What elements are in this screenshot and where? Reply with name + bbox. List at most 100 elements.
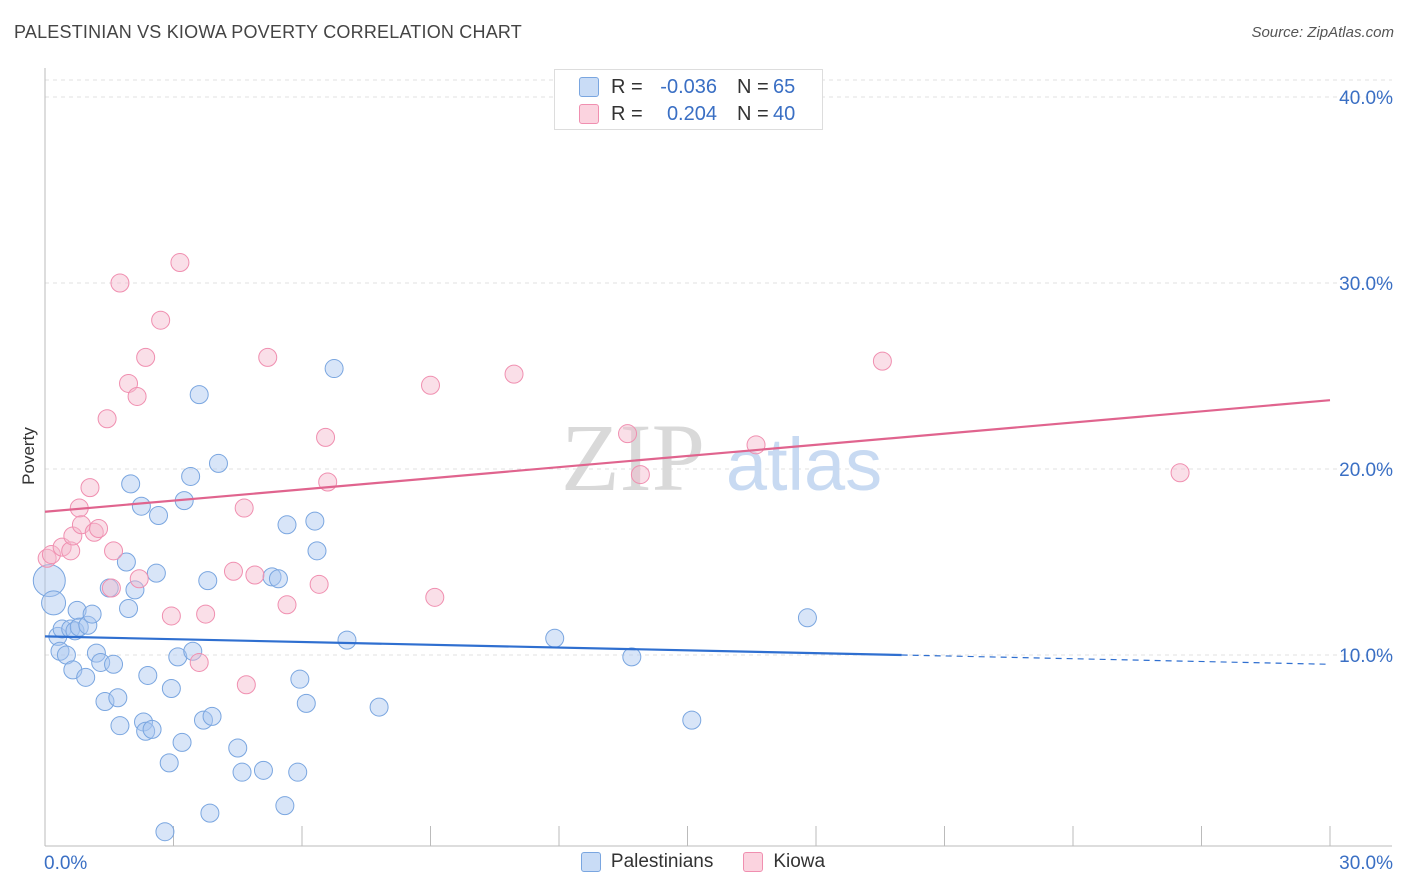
data-point-palestinians	[232, 762, 252, 782]
data-point-palestinians	[369, 697, 389, 717]
watermark: ZIP atlas	[561, 404, 882, 511]
data-point-kiowa	[258, 347, 278, 367]
data-point-kiowa	[277, 595, 297, 615]
data-point-palestinians	[545, 628, 565, 648]
data-point-kiowa	[41, 545, 61, 565]
data-point-palestinians	[76, 667, 96, 687]
data-point-palestinians	[86, 643, 106, 663]
data-point-palestinians	[324, 359, 344, 379]
data-point-kiowa	[504, 364, 524, 384]
data-point-palestinians	[104, 654, 124, 674]
data-point-palestinians	[161, 678, 181, 698]
legend-swatch-kiowa	[743, 852, 764, 872]
r-value: -0.036	[660, 75, 717, 98]
n-value: 65	[773, 75, 796, 98]
tick-labels: 10.0% 20.0% 30.0% 40.0% 0.0% 30.0%	[44, 88, 1393, 874]
data-point-palestinians	[202, 706, 222, 726]
data-point-palestinians	[189, 385, 209, 405]
legend: Palestinians Kiowa	[0, 851, 1406, 873]
n-label: N =	[737, 102, 769, 125]
data-point-palestinians	[305, 511, 325, 531]
data-point-kiowa	[872, 351, 892, 371]
data-point-palestinians	[67, 600, 87, 620]
data-point-palestinians	[159, 753, 179, 773]
legend-item-kiowa[interactable]: Kiowa	[743, 851, 825, 873]
data-point-palestinians	[78, 615, 98, 635]
legend-item-palestinians[interactable]: Palestinians	[580, 851, 714, 873]
n-label: N =	[737, 75, 769, 98]
data-point-kiowa	[89, 519, 109, 539]
data-points	[32, 253, 1190, 842]
data-point-palestinians	[155, 822, 175, 842]
axes	[44, 68, 1392, 847]
data-point-palestinians	[50, 641, 70, 661]
legend-label-palestinians: Palestinians	[610, 851, 714, 872]
trend-extension-palestinians	[901, 654, 1331, 665]
data-point-kiowa	[309, 574, 329, 594]
data-point-palestinians	[119, 599, 139, 618]
data-point-palestinians	[121, 474, 141, 494]
legend-swatch-palestinians	[580, 852, 601, 872]
data-point-palestinians	[296, 693, 316, 713]
watermark-atlas: atlas	[726, 423, 882, 506]
data-point-palestinians	[142, 719, 162, 739]
data-point-kiowa	[101, 578, 121, 598]
data-point-palestinians	[149, 506, 169, 525]
data-point-palestinians	[146, 563, 166, 583]
data-point-kiowa	[80, 478, 100, 498]
data-point-palestinians	[682, 710, 702, 730]
data-point-palestinians	[168, 647, 188, 667]
data-point-kiowa	[104, 541, 124, 561]
data-point-kiowa	[127, 386, 147, 406]
y-tick-label: 30.0%	[1339, 274, 1393, 295]
data-point-palestinians	[181, 466, 201, 486]
data-point-palestinians	[82, 604, 102, 624]
data-point-kiowa	[630, 465, 650, 485]
data-point-kiowa	[170, 253, 190, 273]
trend-line-palestinians	[44, 635, 902, 657]
data-point-palestinians	[622, 647, 642, 667]
x-tick-label: 0.0%	[44, 853, 87, 874]
data-point-kiowa	[425, 587, 445, 607]
y-axis-label: Poverty	[19, 427, 38, 485]
legend-label-kiowa: Kiowa	[773, 851, 826, 872]
data-point-palestinians	[136, 721, 156, 741]
data-point-palestinians	[277, 515, 297, 535]
stats-swatch-kiowa	[579, 104, 599, 124]
data-point-palestinians	[253, 760, 273, 780]
n-value: 40	[773, 102, 796, 125]
data-point-kiowa	[421, 375, 440, 395]
trend-lines	[44, 399, 1331, 665]
data-point-kiowa	[1170, 463, 1190, 483]
data-point-kiowa	[234, 498, 254, 518]
y-tick-label: 10.0%	[1339, 646, 1393, 667]
data-point-palestinians	[337, 630, 357, 650]
source-label: Source: ZipAtlas.com	[1251, 24, 1394, 41]
data-point-kiowa	[151, 310, 171, 330]
data-point-palestinians	[41, 590, 67, 616]
stats-swatch-palestinians	[579, 77, 599, 97]
data-point-palestinians	[108, 688, 128, 708]
data-point-palestinians	[183, 641, 203, 661]
stats-row-kiowa: R = 0.204 N = 40	[579, 102, 795, 126]
data-point-palestinians	[131, 496, 151, 516]
data-point-kiowa	[161, 606, 181, 626]
data-point-kiowa	[196, 604, 216, 624]
data-point-palestinians	[172, 732, 192, 752]
data-point-palestinians	[138, 665, 158, 685]
r-value: 0.204	[666, 102, 717, 125]
stats-box: R = -0.036 N = 65 R = 0.204 N = 40	[554, 69, 823, 130]
data-point-kiowa	[316, 427, 336, 447]
data-point-palestinians	[125, 580, 145, 600]
data-point-palestinians	[110, 716, 130, 736]
grid-lines	[45, 79, 1392, 656]
stats-row-palestinians: R = -0.036 N = 65	[579, 75, 795, 99]
data-point-palestinians	[198, 571, 218, 591]
r-label: R =	[611, 102, 643, 125]
data-point-kiowa	[129, 569, 149, 589]
data-point-palestinians	[288, 762, 308, 782]
data-point-kiowa	[236, 675, 256, 695]
data-point-palestinians	[290, 669, 310, 689]
data-point-palestinians	[262, 567, 282, 587]
